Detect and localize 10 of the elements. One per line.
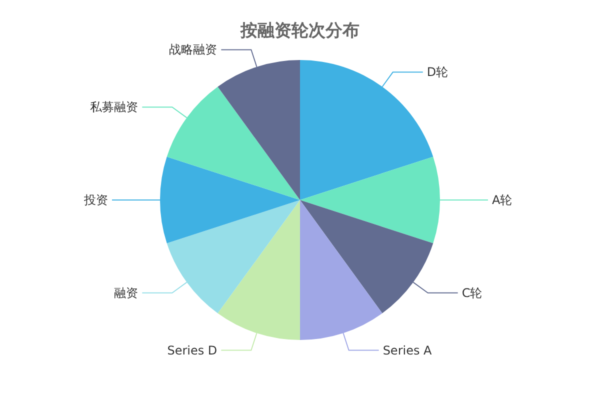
slice-label: Series A [382, 343, 433, 358]
slice-label: 融资 [114, 286, 138, 300]
chart-title: 按融资轮次分布 [240, 21, 360, 41]
slice-label: Series D [167, 343, 218, 358]
slice-label: 战略融资 [169, 42, 218, 57]
slice-label: A轮 [492, 193, 512, 207]
slice-label: D轮 [426, 65, 448, 80]
slice-label: C轮 [462, 286, 482, 300]
slice-label: 投资 [83, 193, 108, 207]
slice-label: 私募融资 [90, 100, 138, 114]
